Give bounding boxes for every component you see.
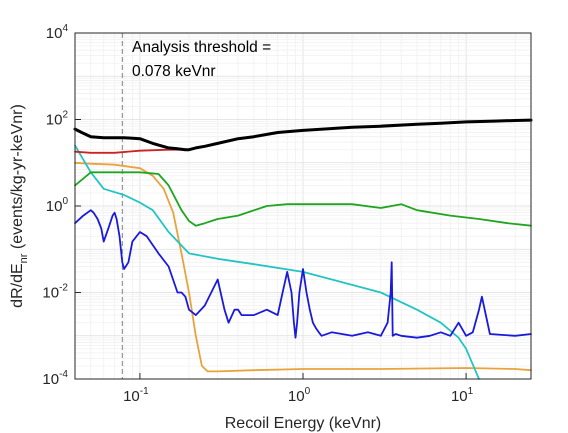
x-axis-title: Recoil Energy (keVnr) [225,415,382,432]
y-tick-label: 102 [46,110,69,129]
tick-exponent: 0 [305,386,311,397]
tick-exponent: -4 [59,369,68,380]
series-group [73,118,533,380]
tick-exponent: -1 [140,386,149,397]
y-axis-title: dR/dEnr (events/kg-yr-keVnr) [9,104,30,308]
x-tick-label: 101 [451,386,474,405]
tick-exponent: 1 [468,386,474,397]
series-line-1 [74,161,532,373]
series-line-2 [74,144,480,380]
tick-base: 10 [46,112,63,129]
tick-exponent: 2 [62,110,68,121]
y-tick-label: 10-4 [42,369,68,388]
series-line-5 [74,209,532,339]
tick-base: 10 [288,388,305,405]
y-tick-label: 10-2 [42,283,68,302]
series-line-3 [74,171,532,227]
tick-base: 10 [42,371,59,388]
x-tick-labels: 10-1 100 101 [123,386,474,405]
series-line-6 [73,118,533,152]
y-axis-title-subscript: nr [18,253,30,263]
tick-base: 10 [46,198,63,215]
tick-base: 10 [451,388,468,405]
tick-base: 10 [42,285,59,302]
y-tick-label: 100 [46,196,69,215]
annotation-line-1: Analysis threshold = [132,39,271,56]
x-tick-label: 100 [288,386,311,405]
x-tick-label: 10-1 [123,386,149,405]
tick-exponent: -2 [59,283,68,294]
tick-exponent: 0 [62,196,68,207]
y-axis-title-main: dR/dE [9,263,26,307]
y-tick-label: 104 [46,23,69,42]
y-axis-title-rest: (events/kg-yr-keVnr) [9,104,26,253]
tick-base: 10 [46,25,63,42]
tick-exponent: 4 [62,23,68,34]
tick-marks [75,32,467,380]
tick-base: 10 [123,388,140,405]
annotation-line-2: 0.078 keVnr [132,63,216,80]
